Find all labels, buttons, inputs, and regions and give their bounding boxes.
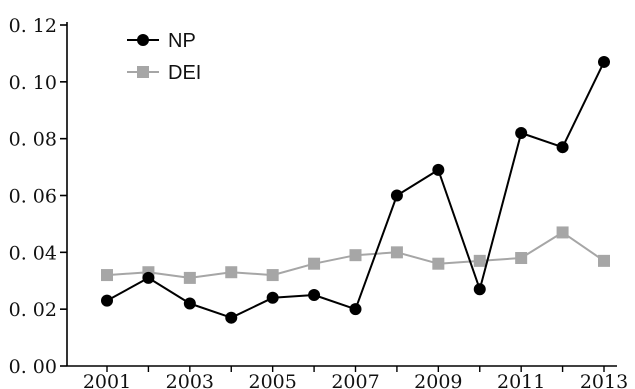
legend-np-label: NP xyxy=(168,30,196,52)
y-tick-label: 0. 02 xyxy=(9,299,57,321)
series-layer xyxy=(101,55,610,324)
x-tick-label: 2007 xyxy=(331,371,379,389)
data-point-dei xyxy=(390,246,403,259)
data-point-np xyxy=(515,126,528,139)
data-point-np xyxy=(266,291,279,304)
data-point-dei xyxy=(101,269,113,282)
data-point-np xyxy=(142,271,155,284)
data-point-dei xyxy=(515,252,528,265)
data-point-dei xyxy=(349,249,362,262)
y-tick-label: 0. 06 xyxy=(9,186,57,208)
series-np xyxy=(101,55,610,324)
x-tick-label: 2005 xyxy=(248,371,296,389)
data-point-dei xyxy=(308,257,321,270)
x-tick-label: 2013 xyxy=(580,371,628,389)
data-point-np xyxy=(473,283,486,296)
y-tick-label: 0. 00 xyxy=(9,356,57,378)
legend: NP DEI xyxy=(127,30,201,84)
legend-np-marker xyxy=(137,34,149,46)
x-ticks: 2001 2003 2005 2007 2009 2011 2013 xyxy=(83,366,628,389)
series-dei xyxy=(101,226,610,284)
data-point-np xyxy=(101,294,113,307)
data-point-dei xyxy=(473,254,486,267)
x-tick-label: 2003 xyxy=(166,371,214,389)
data-point-dei xyxy=(266,269,279,282)
data-point-np xyxy=(432,163,445,176)
axes xyxy=(66,22,617,367)
legend-item-dei: DEI xyxy=(127,62,201,84)
x-tick-label: 2009 xyxy=(414,371,462,389)
y-tick-label: 0. 08 xyxy=(9,129,57,151)
data-point-np xyxy=(556,141,569,154)
data-point-dei xyxy=(432,257,445,270)
data-point-dei xyxy=(225,266,238,279)
y-tick-label: 0. 04 xyxy=(9,242,57,264)
data-point-np xyxy=(390,189,403,202)
data-point-np xyxy=(349,303,362,316)
legend-dei-label: DEI xyxy=(168,62,201,84)
legend-item-np: NP xyxy=(127,30,196,52)
data-point-dei xyxy=(556,226,569,239)
data-point-np xyxy=(598,55,610,68)
data-point-np xyxy=(225,311,238,324)
x-tick-label: 2001 xyxy=(83,371,131,389)
data-point-np xyxy=(308,288,321,301)
data-point-dei xyxy=(598,254,610,267)
x-tick-label: 2011 xyxy=(497,371,545,389)
data-point-dei xyxy=(183,271,196,284)
y-ticks: 0. 00 0. 02 0. 04 0. 06 0. 08 0. 10 0. 12 xyxy=(9,15,67,378)
legend-dei-marker xyxy=(137,66,149,78)
series-np-line xyxy=(106,61,605,319)
y-tick-label: 0. 12 xyxy=(9,15,57,37)
data-point-np xyxy=(183,297,196,310)
y-tick-label: 0. 10 xyxy=(9,72,57,94)
